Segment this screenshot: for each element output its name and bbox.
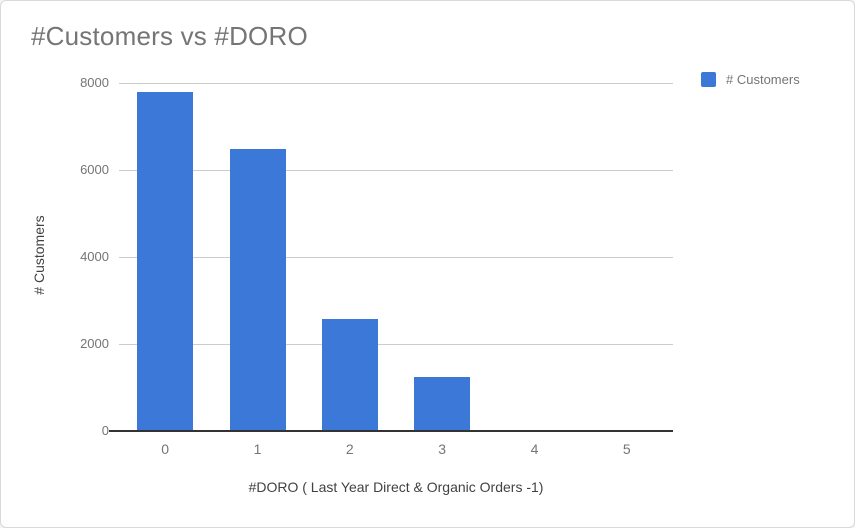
gridline-2000 <box>119 344 673 345</box>
x-tick-label-3: 3 <box>438 441 447 457</box>
y-tick-label-0: 0 <box>101 423 109 438</box>
y-tick-label-6000: 6000 <box>80 162 109 177</box>
bar-category-1 <box>229 148 286 431</box>
bar-category-2 <box>321 319 378 431</box>
x-tick-label-1: 1 <box>253 441 262 457</box>
bar-category-0 <box>137 92 194 431</box>
gridline-4000 <box>119 257 673 258</box>
x-tick-label-4: 4 <box>530 441 539 457</box>
y-tick-label-4000: 4000 <box>80 249 109 264</box>
legend-swatch-icon <box>701 72 716 87</box>
x-tick-label-0: 0 <box>161 441 170 457</box>
y-tick-label-8000: 8000 <box>80 75 109 90</box>
y-axis-title: # Customers <box>31 215 47 295</box>
y-tick-label-2000: 2000 <box>80 336 109 351</box>
x-axis-line <box>109 430 673 432</box>
plot-area <box>109 83 673 432</box>
legend-label: # Customers <box>726 72 800 87</box>
x-axis-title: #DORO ( Last Year Direct & Organic Order… <box>248 479 544 495</box>
legend: # Customers <box>701 72 800 87</box>
chart-title: #Customers vs #DORO <box>31 21 308 51</box>
gridline-6000 <box>119 170 673 171</box>
x-tick-label-5: 5 <box>622 441 631 457</box>
x-tick-label-2: 2 <box>345 441 354 457</box>
bar-category-3 <box>414 376 471 431</box>
gridline-8000 <box>119 83 673 84</box>
